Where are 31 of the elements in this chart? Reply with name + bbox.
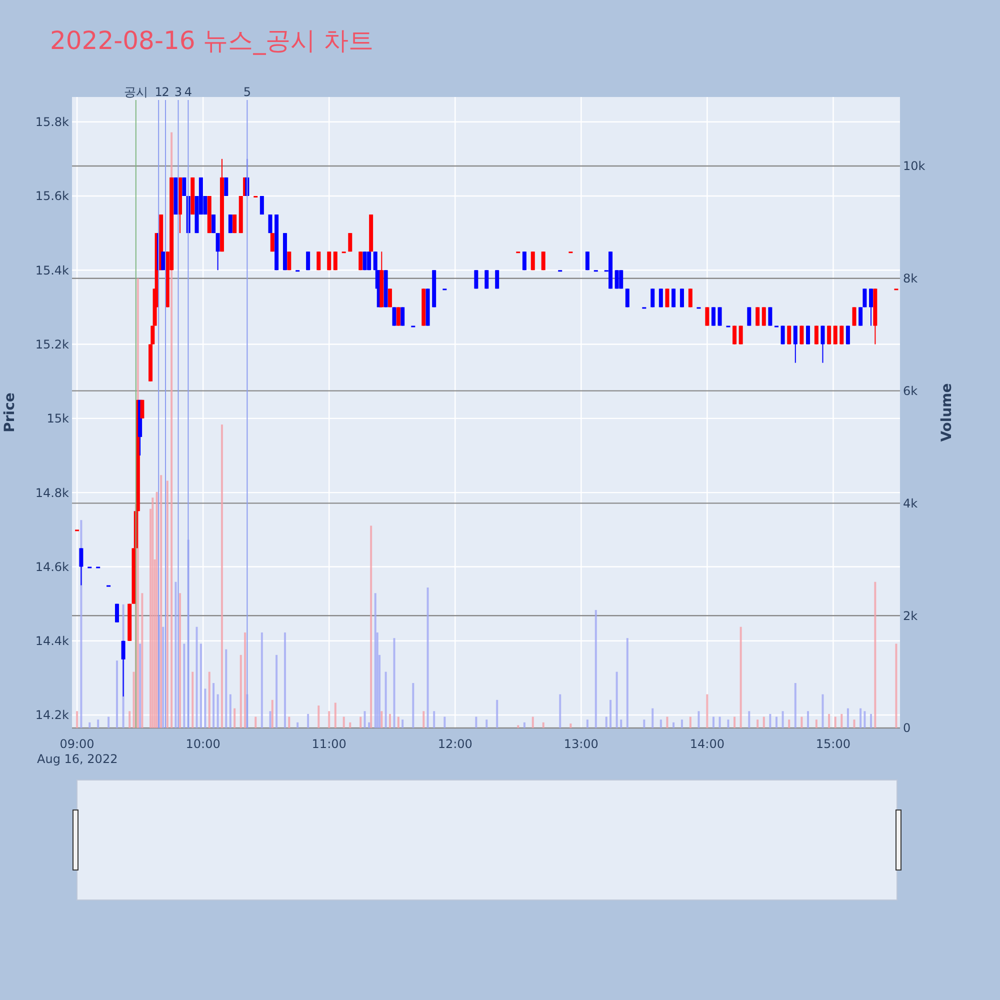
ref-line-label: 공시	[124, 85, 148, 99]
y-tick-label: 15.8k	[35, 115, 70, 130]
annotation: 5	[243, 85, 251, 99]
y-tick-label: 15.6k	[35, 189, 70, 204]
annotation: 1	[154, 85, 162, 99]
annotation: 3	[174, 85, 182, 99]
y2-tick-label: 0	[903, 721, 911, 736]
y2-tick-label: 2k	[903, 608, 918, 623]
y2-tick-label: 6k	[903, 384, 918, 398]
y2-tick-label: 10k	[903, 159, 926, 174]
y-tick-label: 15.2k	[35, 337, 70, 352]
annotation: 4	[184, 85, 192, 99]
y-tick-label: 14.6k	[35, 560, 70, 574]
x-tick-label: 09:00 Aug 16, 2022	[37, 737, 118, 766]
x-tick-label: 11:00	[312, 737, 346, 751]
x-tick-label: 14:00	[690, 737, 724, 751]
x-tick-label: 12:00	[438, 737, 472, 751]
y-tick-label: 15k	[46, 412, 70, 426]
y-tick-label: 14.8k	[35, 486, 70, 500]
y2-axis-title: Volume	[939, 383, 955, 442]
y2-tick-label: 8k	[903, 272, 918, 286]
chart-title: 2022-08-16 뉴스_공시 차트	[50, 26, 374, 55]
y2-tick-label: 4k	[903, 496, 918, 510]
x-tick-label: 10:00	[186, 737, 220, 751]
y-tick-label: 14.4k	[35, 634, 70, 648]
y-tick-label: 14.2k	[35, 708, 70, 722]
y-axis-title: Price	[2, 392, 18, 432]
y-tick-label: 15.4k	[35, 263, 70, 278]
annotation: 2	[162, 85, 170, 99]
x-tick-label: 13:00	[564, 737, 598, 751]
x-tick-label: 15:00	[816, 737, 850, 751]
